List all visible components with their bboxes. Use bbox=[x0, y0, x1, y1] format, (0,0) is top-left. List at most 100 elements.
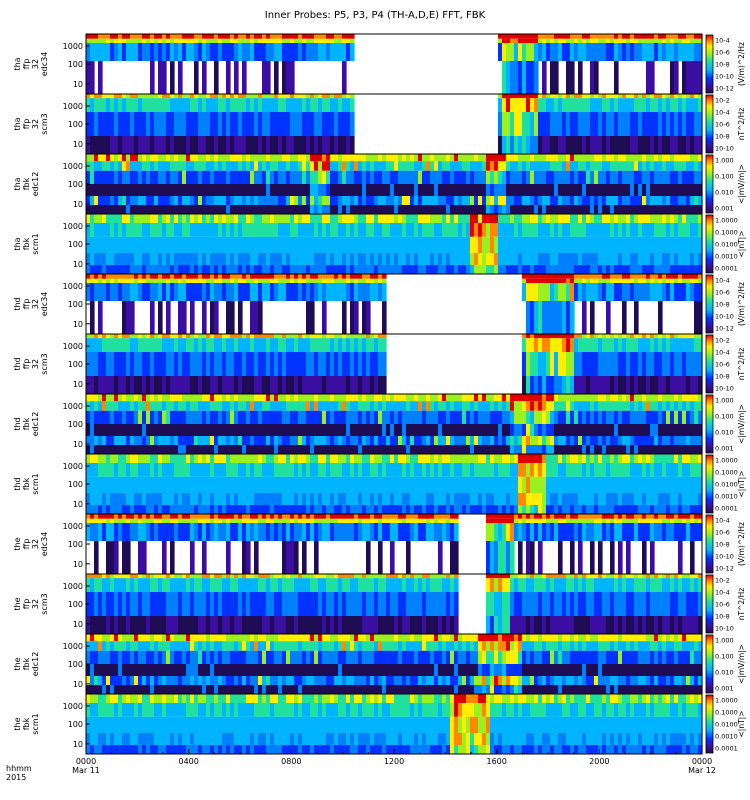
spectrogram-cell bbox=[242, 265, 247, 274]
spectrogram-cell bbox=[678, 338, 683, 352]
spectrogram-cell bbox=[130, 424, 135, 436]
spectrogram-cell bbox=[182, 236, 187, 253]
spectrogram-cell bbox=[690, 424, 695, 436]
spectrogram-cell bbox=[690, 401, 695, 411]
spectrogram-cell bbox=[314, 505, 319, 514]
spectrogram-cell bbox=[690, 170, 695, 184]
spectrogram-cell bbox=[326, 476, 331, 493]
spectrogram-cell bbox=[658, 154, 663, 162]
spectrogram-cell bbox=[562, 394, 567, 402]
spectrogram-cell bbox=[350, 476, 355, 493]
spectrogram-cell bbox=[386, 184, 391, 196]
spectrogram-cell bbox=[686, 223, 691, 237]
spectrogram-cell bbox=[298, 376, 303, 394]
spectrogram-cell bbox=[474, 196, 479, 205]
spectrogram-cell bbox=[290, 493, 295, 505]
spectrogram-cell bbox=[362, 236, 367, 253]
spectrogram-cell bbox=[226, 493, 231, 505]
spectrogram-cell bbox=[158, 334, 163, 339]
spectrogram-cell bbox=[538, 236, 543, 253]
spectrogram-cell bbox=[338, 38, 343, 43]
spectrogram-cell bbox=[606, 283, 611, 301]
spectrogram-cell bbox=[162, 410, 167, 424]
spectrogram-cell bbox=[110, 94, 115, 99]
spectrogram-cell bbox=[262, 38, 267, 43]
spectrogram-cell bbox=[586, 283, 591, 301]
spectrogram-cell bbox=[114, 205, 119, 214]
spectrogram-cell bbox=[626, 43, 631, 61]
colorbar-tick-label: 10-6 bbox=[715, 361, 730, 369]
spectrogram-cell bbox=[498, 196, 503, 205]
spectrogram-cell bbox=[522, 112, 527, 136]
spectrogram-cell bbox=[674, 170, 679, 184]
spectrogram-cell bbox=[350, 410, 355, 424]
spectrogram-cell bbox=[350, 454, 355, 463]
spectrogram-cell bbox=[558, 394, 563, 402]
spectrogram-cell bbox=[170, 34, 175, 39]
spectrogram-cell bbox=[254, 436, 259, 445]
spectrogram-cell bbox=[146, 505, 151, 514]
spectrogram-cell bbox=[430, 265, 435, 274]
spectrogram-cell bbox=[274, 278, 279, 283]
spectrogram-cell bbox=[514, 112, 519, 136]
spectrogram-cell bbox=[134, 493, 139, 505]
spectrogram-cell bbox=[362, 154, 367, 162]
spectrogram-cell bbox=[374, 274, 379, 279]
spectrogram-cell bbox=[598, 334, 603, 339]
spectrogram-cell bbox=[274, 98, 279, 112]
spectrogram-cell bbox=[130, 352, 135, 376]
spectrogram-cell bbox=[414, 463, 419, 477]
spectrogram-cell bbox=[362, 161, 367, 171]
spectrogram-cell bbox=[294, 283, 299, 301]
spectrogram-cell bbox=[382, 454, 387, 463]
spectrogram-cell bbox=[102, 394, 107, 402]
spectrogram-cell bbox=[478, 394, 483, 402]
spectrogram-cell bbox=[290, 170, 295, 184]
spectrogram-cell bbox=[258, 223, 263, 237]
spectrogram-cell bbox=[274, 463, 279, 477]
spectrogram-cell bbox=[142, 338, 147, 352]
spectrogram-cell bbox=[386, 436, 391, 445]
spectrogram-cell bbox=[258, 196, 263, 205]
spectrogram-cell bbox=[194, 170, 199, 184]
y-tick-label: 1000 bbox=[63, 342, 83, 351]
spectrogram-cell bbox=[242, 94, 247, 99]
spectrogram-cell bbox=[214, 154, 219, 162]
spectrogram-cell bbox=[354, 436, 359, 445]
spectrogram-cell bbox=[554, 338, 559, 352]
spectrogram-cell bbox=[142, 161, 147, 171]
spectrogram-cell bbox=[182, 424, 187, 436]
spectrogram-cell bbox=[314, 98, 319, 112]
spectrogram-cell bbox=[222, 274, 227, 279]
spectrogram-cell bbox=[370, 410, 375, 424]
spectrogram-cell bbox=[286, 94, 291, 99]
spectrogram-cell bbox=[318, 112, 323, 136]
spectrogram-cell bbox=[478, 196, 483, 205]
spectrogram-cell bbox=[458, 161, 463, 171]
spectrogram-cell bbox=[530, 301, 535, 334]
spectrogram-cell bbox=[106, 334, 111, 339]
spectrogram-cell bbox=[414, 236, 419, 253]
spectrogram-cell bbox=[102, 476, 107, 493]
spectrogram-cell bbox=[234, 505, 239, 514]
spectrogram-cell bbox=[574, 410, 579, 424]
spectrogram-cell bbox=[106, 445, 111, 454]
spectrogram-cell bbox=[106, 214, 111, 223]
spectrogram-cell bbox=[86, 424, 91, 436]
spectrogram-cell bbox=[322, 43, 327, 61]
spectrogram-cell bbox=[310, 253, 315, 265]
spectrogram-cell bbox=[342, 43, 347, 61]
colorbar-tick-label: 10-8 bbox=[715, 133, 730, 141]
spectrogram-cell bbox=[630, 394, 635, 402]
spectrogram-cell bbox=[330, 253, 335, 265]
spectrogram-cell bbox=[482, 205, 487, 214]
spectrogram-cell bbox=[298, 463, 303, 477]
spectrogram-cell bbox=[686, 352, 691, 376]
spectrogram-cell bbox=[290, 436, 295, 445]
spectrogram-cell bbox=[574, 170, 579, 184]
spectrogram-cell bbox=[506, 410, 511, 424]
spectrogram-cell bbox=[418, 253, 423, 265]
spectrogram-cell bbox=[86, 205, 91, 214]
spectrogram-cell bbox=[666, 170, 671, 184]
spectrogram-cell bbox=[678, 170, 683, 184]
